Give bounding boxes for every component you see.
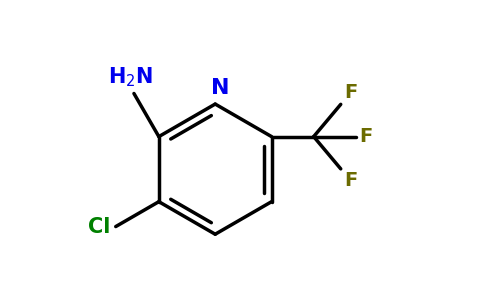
Text: F: F [345, 171, 358, 190]
Text: F: F [345, 83, 358, 102]
Text: Cl: Cl [88, 217, 110, 237]
Text: H$_2$N: H$_2$N [107, 65, 152, 89]
Text: F: F [360, 127, 373, 146]
Text: N: N [211, 78, 229, 98]
